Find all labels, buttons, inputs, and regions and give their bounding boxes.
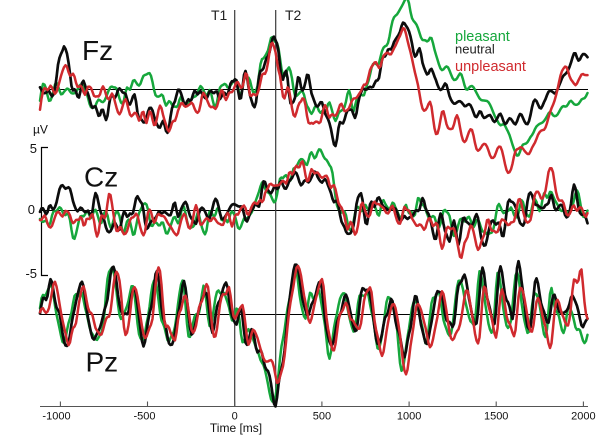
svg-text:1500: 1500 xyxy=(484,411,508,423)
svg-text:T1: T1 xyxy=(211,7,228,23)
svg-text:Pz: Pz xyxy=(86,347,119,378)
svg-text:1000: 1000 xyxy=(397,411,421,423)
svg-text:Fz: Fz xyxy=(82,35,113,66)
svg-text:T2: T2 xyxy=(285,7,302,23)
svg-text:µV: µV xyxy=(33,123,48,137)
svg-text:-1000: -1000 xyxy=(42,411,70,423)
svg-text:unpleasant: unpleasant xyxy=(455,59,526,75)
svg-text:Time [ms]: Time [ms] xyxy=(210,421,262,435)
svg-text:Cz: Cz xyxy=(84,162,118,193)
svg-text:2000: 2000 xyxy=(571,411,595,423)
svg-text:neutral: neutral xyxy=(455,42,495,57)
svg-text:-500: -500 xyxy=(133,411,155,423)
svg-text:pleasant: pleasant xyxy=(455,29,510,45)
svg-text:-5: -5 xyxy=(25,266,37,281)
svg-text:0: 0 xyxy=(28,202,35,217)
svg-text:0: 0 xyxy=(232,411,238,423)
svg-text:5: 5 xyxy=(30,141,37,156)
svg-text:500: 500 xyxy=(313,411,331,423)
